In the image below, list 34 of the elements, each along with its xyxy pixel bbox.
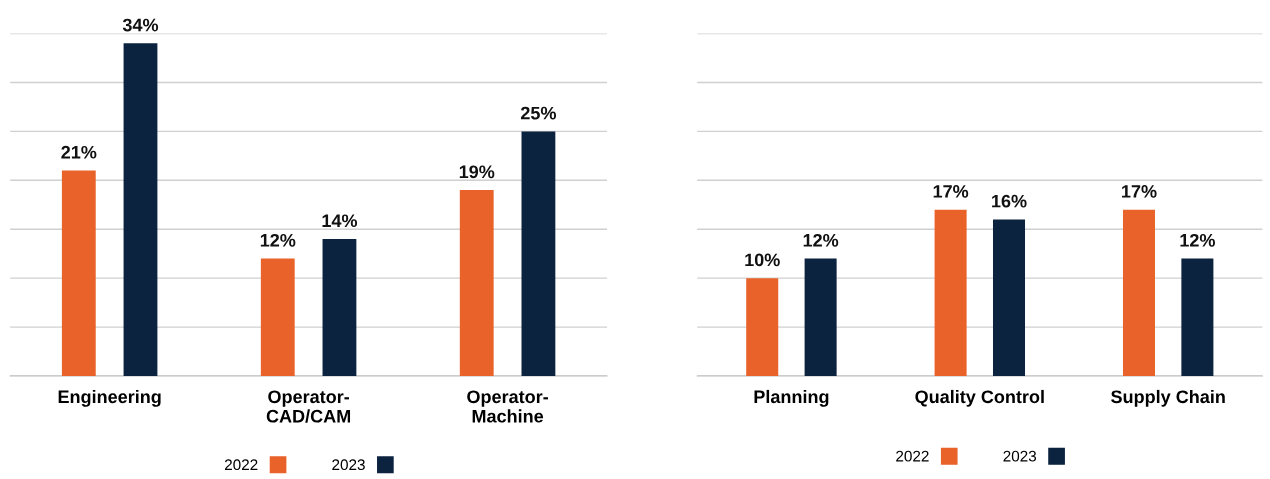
legend-label: 2022: [224, 459, 258, 471]
bar: [804, 258, 837, 377]
x-tick-label: Engineering: [58, 389, 161, 407]
bar: [992, 219, 1026, 377]
data-label: 14%: [322, 214, 358, 228]
data-label: 12%: [1180, 233, 1215, 247]
legend-label: 2023: [332, 459, 365, 471]
data-label: 16%: [992, 194, 1027, 208]
bar: [322, 239, 357, 377]
bar: [459, 190, 494, 377]
bar: [746, 278, 779, 377]
bar: [1122, 209, 1155, 377]
x-tick-label: Planning: [754, 389, 829, 407]
data-label: 10%: [745, 253, 780, 267]
legend-label: 2023: [1003, 450, 1037, 462]
x-tick-label: Operator- CAD/CAM: [266, 390, 351, 423]
x-tick-label: Quality Control: [915, 389, 1044, 407]
bar: [123, 43, 158, 377]
bar: [934, 209, 967, 377]
data-label: 12%: [260, 233, 296, 247]
bar: [61, 170, 96, 377]
data-label: 17%: [1122, 185, 1157, 198]
bar: [521, 131, 556, 377]
data-label: 17%: [933, 185, 969, 198]
x-tick-label: Supply Chain: [1111, 389, 1225, 407]
x-tick-label: Operator- Machine: [467, 390, 548, 423]
bar: [1181, 258, 1214, 377]
data-label: 12%: [803, 233, 839, 247]
bar: [260, 258, 295, 377]
legend-label: 2022: [896, 450, 929, 462]
data-label: 19%: [459, 165, 495, 179]
data-label: 34%: [122, 18, 159, 32]
data-label: 21%: [61, 145, 97, 159]
data-label: 25%: [520, 106, 557, 120]
